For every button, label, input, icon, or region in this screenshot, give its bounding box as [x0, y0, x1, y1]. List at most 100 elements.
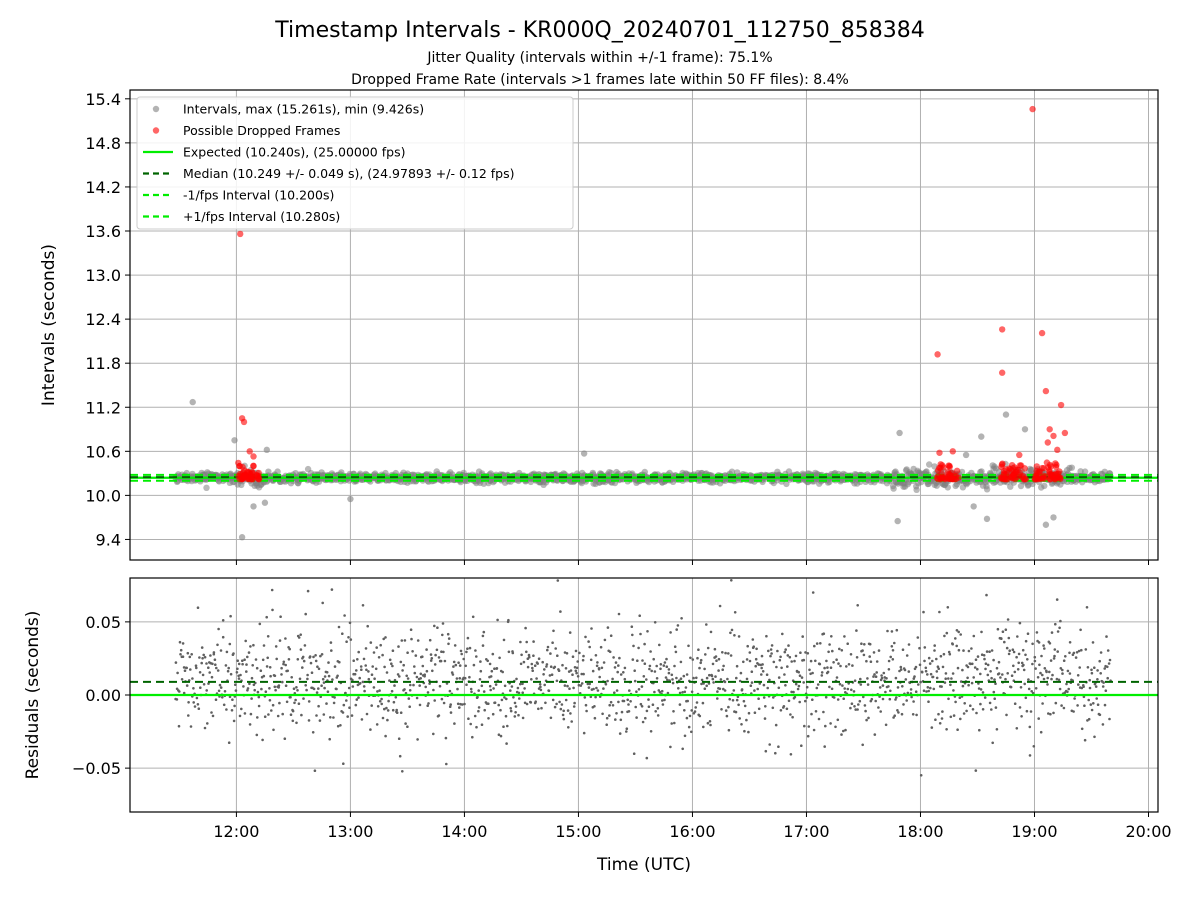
- residual-point: [572, 686, 575, 690]
- residual-point: [945, 631, 949, 635]
- residual-point: [1018, 621, 1022, 625]
- residual-point: [1088, 686, 1092, 690]
- residual-point: [454, 663, 458, 667]
- residual-point: [480, 684, 484, 688]
- residual-point: [242, 685, 245, 688]
- residual-point: [690, 730, 693, 734]
- residual-point: [645, 709, 649, 713]
- residual-point: [580, 682, 584, 685]
- residual-point: [214, 663, 217, 666]
- residual-point: [608, 714, 611, 717]
- residual-point: [627, 710, 631, 713]
- residual-point: [641, 720, 645, 724]
- residual-point: [216, 669, 220, 672]
- residuals-points: [174, 579, 1112, 777]
- residual-point: [399, 660, 403, 664]
- residual-point: [893, 641, 896, 645]
- residual-point: [733, 634, 736, 637]
- residual-point: [794, 682, 798, 686]
- residual-point: [687, 725, 691, 729]
- residual-point: [568, 631, 572, 634]
- residual-point: [631, 658, 635, 661]
- residual-point: [488, 662, 492, 666]
- residual-point: [386, 709, 390, 712]
- residual-point: [954, 637, 957, 640]
- residual-point: [935, 670, 939, 673]
- residual-point: [880, 674, 883, 677]
- residual-point: [783, 673, 786, 676]
- residual-point: [449, 711, 453, 714]
- residual-point: [713, 647, 717, 651]
- residual-point: [466, 636, 470, 640]
- residual-point: [202, 653, 205, 657]
- residual-point: [637, 646, 640, 650]
- legend-box: [136, 96, 574, 230]
- residual-point: [774, 751, 777, 755]
- residual-point: [452, 665, 455, 668]
- interval-point: [728, 468, 736, 475]
- residual-point: [1026, 658, 1029, 661]
- residual-point: [675, 676, 678, 680]
- residual-point: [222, 703, 226, 707]
- residual-point: [752, 645, 755, 648]
- dropped-frame-outlier-point: [1044, 439, 1051, 446]
- residual-point: [679, 677, 683, 680]
- residual-point: [1024, 696, 1028, 700]
- residual-point: [234, 683, 237, 686]
- residual-point: [620, 710, 624, 714]
- residual-point: [945, 728, 948, 731]
- residual-point: [786, 665, 789, 668]
- residual-point: [356, 658, 359, 661]
- residual-point: [835, 676, 839, 679]
- residual-point: [605, 716, 609, 720]
- dropped-frame-point: [1036, 468, 1043, 475]
- residual-point: [745, 658, 749, 661]
- residual-point: [297, 702, 301, 705]
- residual-point: [419, 672, 423, 676]
- residual-point: [1079, 628, 1082, 632]
- residual-point: [477, 689, 481, 692]
- interval-point: [783, 480, 790, 488]
- residual-point: [288, 647, 292, 651]
- residual-point: [404, 691, 408, 695]
- residual-point: [781, 632, 784, 636]
- residual-point: [618, 732, 622, 735]
- residual-point: [232, 652, 235, 655]
- residual-point: [775, 665, 778, 669]
- residual-point: [200, 646, 204, 649]
- residual-point: [1076, 674, 1080, 677]
- residual-point: [655, 677, 659, 680]
- residual-point: [793, 659, 796, 663]
- residual-point: [1049, 659, 1053, 662]
- residual-point: [362, 685, 366, 688]
- residual-point: [562, 717, 566, 721]
- residual-point: [1001, 673, 1004, 676]
- residual-point: [992, 658, 995, 662]
- residual-point: [561, 663, 564, 667]
- residual-point: [1065, 682, 1068, 686]
- residual-point: [403, 688, 406, 691]
- interval-point: [265, 468, 272, 475]
- residual-point: [923, 646, 927, 649]
- residual-point: [768, 678, 771, 682]
- residual-point: [963, 702, 966, 705]
- dropped-frame-outlier-point: [1057, 401, 1065, 409]
- residual-point: [746, 644, 749, 648]
- residual-point: [779, 709, 783, 712]
- residual-point: [209, 654, 212, 657]
- residual-point: [408, 705, 412, 708]
- dropped-frame-point: [934, 472, 942, 480]
- residual-point: [353, 672, 357, 676]
- residual-point: [864, 709, 867, 713]
- residual-point: [229, 672, 233, 676]
- residual-point: [991, 741, 994, 745]
- intervals-y-tick-label: 9.4: [96, 530, 121, 549]
- residual-point: [535, 677, 538, 680]
- residual-point: [486, 659, 490, 663]
- residual-point: [435, 648, 439, 652]
- residual-point: [763, 717, 767, 720]
- residual-point: [523, 687, 526, 690]
- residual-point: [758, 682, 762, 685]
- residual-point: [521, 691, 524, 694]
- residual-point: [985, 650, 989, 653]
